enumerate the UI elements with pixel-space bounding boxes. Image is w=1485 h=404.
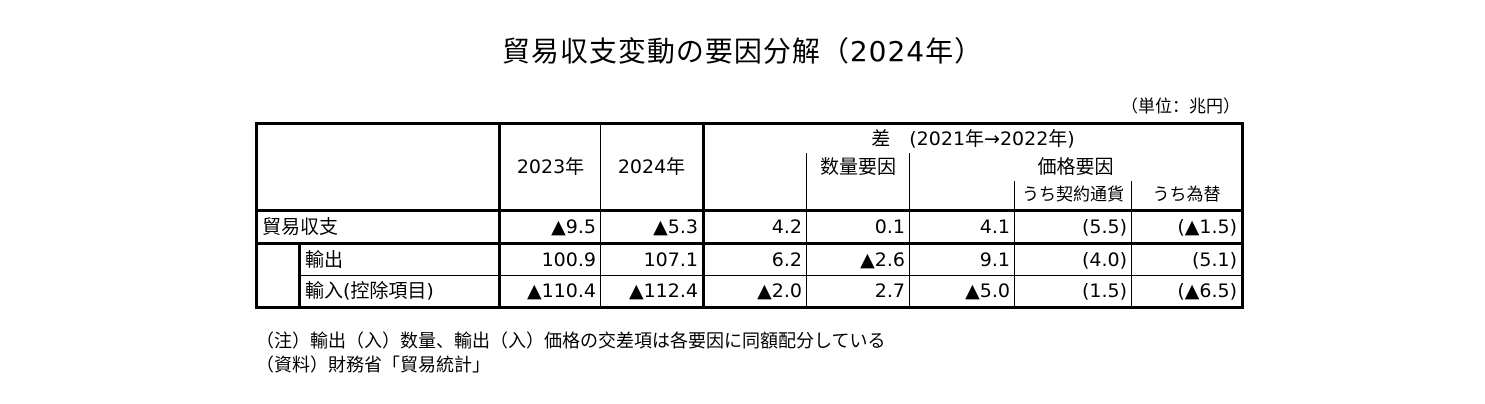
cell-fx: (5.1)	[1131, 243, 1243, 276]
cell-contract: (5.5)	[1014, 210, 1132, 245]
header-contract: うち契約通貨	[1014, 181, 1132, 212]
cell-quantity: 2.7	[806, 275, 910, 308]
header-2024: 2024年	[600, 123, 705, 212]
cell-2023: 100.9	[499, 243, 601, 276]
note-line: （注）輸出（入）数量、輸出（入）価格の交差項は各要因に同額配分している	[256, 331, 886, 352]
cell-price: 4.1	[909, 210, 1015, 245]
cell-2023: ▲9.5	[499, 210, 601, 245]
cell-2023: ▲110.4	[499, 275, 601, 308]
header-row-1: 2023年 2024年 差 (2021年→2022年)	[256, 123, 1243, 212]
table-row: 貿易収支 ▲9.5 ▲5.3 4.2 0.1 4.1 (5.5) (▲1.5)	[256, 210, 1243, 245]
table-row: 輸出 100.9 107.1 6.2 ▲2.6 9.1 (4.0) (5.1)	[256, 243, 1243, 308]
cell-2024: ▲5.3	[600, 210, 705, 245]
cell-diff: 4.2	[703, 210, 807, 245]
cell-diff: ▲2.0	[703, 275, 807, 308]
row-label: 輸入(控除項目)	[299, 275, 501, 308]
indent-cell	[256, 243, 301, 308]
cell-quantity: 0.1	[806, 210, 910, 245]
header-row-2: 数量要因 価格要因	[257, 153, 1243, 212]
header-quantity: 数量要因	[806, 153, 910, 212]
row-label: 輸出	[299, 243, 501, 276]
cell-contract: (1.5)	[1014, 275, 1132, 308]
header-row-3: うち契約通貨 うち為替	[257, 181, 1243, 212]
cell-2024: ▲112.4	[600, 275, 705, 308]
cell-contract: (4.0)	[1014, 243, 1132, 276]
row-label: 貿易収支	[256, 210, 501, 245]
cell-fx: (▲6.5)	[1177, 280, 1237, 302]
header-diff-blank	[703, 153, 807, 212]
header-2023: 2023年	[499, 123, 601, 212]
header-diff: 差 (2021年→2022年)	[871, 128, 1075, 150]
cell-price: 9.1	[909, 243, 1015, 276]
cell-diff: 6.2	[703, 243, 807, 276]
cell-fx: (▲1.5)	[1131, 210, 1243, 245]
trade-balance-table: 2023年 2024年 差 (2021年→2022年) 数量要因 価格要因 うち…	[255, 122, 1244, 309]
cell-2024: 107.1	[600, 243, 705, 276]
header-fx: うち為替	[1131, 181, 1243, 212]
header-price: 価格要因	[1037, 156, 1114, 178]
header-corner-cell	[256, 123, 501, 212]
cell-price: ▲5.0	[909, 275, 1015, 308]
cell-quantity: ▲2.6	[806, 243, 910, 276]
table-row: 輸入(控除項目) ▲110.4 ▲112.4 ▲2.0 2.7 ▲5.0 (1.…	[257, 275, 1243, 308]
header-price-blank	[909, 181, 1015, 212]
source-line: （資料）財務省「貿易統計」	[256, 355, 490, 376]
page-title: 貿易収支変動の要因分解（2024年）	[501, 35, 984, 68]
footnotes: （注）輸出（入）数量、輸出（入）価格の交差項は各要因に同額配分している （資料）…	[256, 330, 885, 378]
unit-label: （単位：兆円）	[1121, 97, 1240, 117]
